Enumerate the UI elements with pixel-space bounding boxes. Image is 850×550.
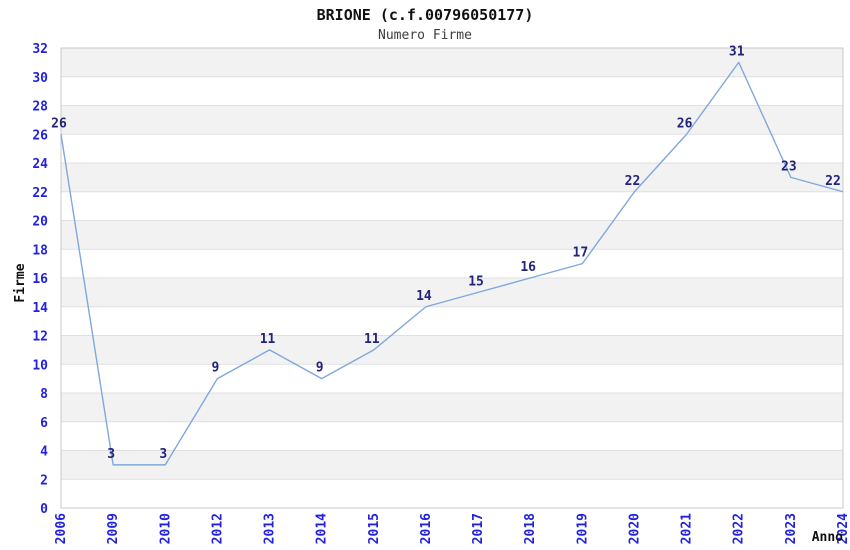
x-tick-label: 2006 — [54, 513, 69, 544]
x-tick-label: 2023 — [784, 513, 799, 544]
grid-band — [61, 220, 843, 250]
x-tick-label: 2019 — [575, 513, 590, 544]
grid-band — [61, 393, 843, 422]
series-line — [60, 61, 844, 466]
x-tick-label: 2024 — [836, 513, 850, 544]
x-axis-title: Anno — [812, 530, 843, 545]
data-point-label: 11 — [260, 332, 276, 347]
y-tick-label: 26 — [32, 128, 48, 143]
y-tick-label: 2 — [40, 473, 48, 488]
x-tick-label: 2013 — [263, 513, 278, 544]
x-tick-label: 2021 — [680, 513, 695, 544]
y-tick-label: 24 — [32, 157, 48, 172]
x-tick-label: 2015 — [367, 513, 382, 544]
x-tick-label: 2016 — [419, 513, 434, 544]
y-tick-label: 10 — [32, 358, 48, 373]
data-point-label: 23 — [781, 159, 797, 174]
y-tick-label: 8 — [40, 387, 48, 402]
y-tick-label: 16 — [32, 272, 48, 287]
y-tick-label: 20 — [32, 215, 48, 230]
y-tick-label: 4 — [40, 445, 48, 460]
y-axis-title: Firme — [13, 263, 28, 302]
data-point-label: 22 — [625, 174, 641, 189]
x-tick-label: 2009 — [106, 513, 121, 544]
data-point-label: 26 — [51, 116, 67, 131]
x-tick-label: 2012 — [210, 513, 225, 544]
grid-band — [61, 335, 843, 365]
grid-band — [61, 163, 843, 192]
data-point-label: 16 — [520, 260, 536, 275]
data-point-label: 26 — [677, 116, 693, 131]
data-point-label: 3 — [159, 447, 167, 462]
x-tick-label: 2014 — [315, 513, 330, 544]
y-tick-label: 0 — [40, 502, 48, 517]
grid-band — [61, 450, 843, 480]
chart-title: BRIONE (c.f.00796050177) — [316, 6, 534, 24]
y-tick-label: 32 — [32, 42, 48, 57]
x-tick-label: 2018 — [523, 513, 538, 544]
y-tick-label: 18 — [32, 243, 48, 258]
grid-band — [61, 105, 843, 135]
data-point-label: 15 — [468, 274, 484, 289]
x-tick-label: 2020 — [627, 513, 642, 544]
y-tick-label: 30 — [32, 71, 48, 86]
grid-band — [61, 48, 843, 77]
y-tick-label: 28 — [32, 100, 48, 115]
data-point-label: 9 — [316, 361, 324, 376]
data-point-label: 9 — [211, 361, 219, 376]
y-tick-label: 14 — [32, 301, 48, 316]
x-tick-label: 2010 — [158, 513, 173, 544]
data-point-label: 17 — [573, 246, 589, 261]
x-tick-label: 2017 — [471, 513, 486, 544]
data-point-label: 22 — [825, 174, 841, 189]
data-point-label: 31 — [729, 44, 745, 59]
y-tick-label: 12 — [32, 330, 48, 345]
grid-band — [61, 278, 843, 307]
y-tick-label: 6 — [40, 416, 48, 431]
plot-border — [60, 47, 844, 509]
chart-subtitle: Numero Firme — [378, 28, 472, 43]
data-point-label: 3 — [107, 447, 115, 462]
data-point-label: 11 — [364, 332, 380, 347]
x-tick-label: 2022 — [732, 513, 747, 544]
y-tick-label: 22 — [32, 186, 48, 201]
data-point-label: 14 — [416, 289, 432, 304]
